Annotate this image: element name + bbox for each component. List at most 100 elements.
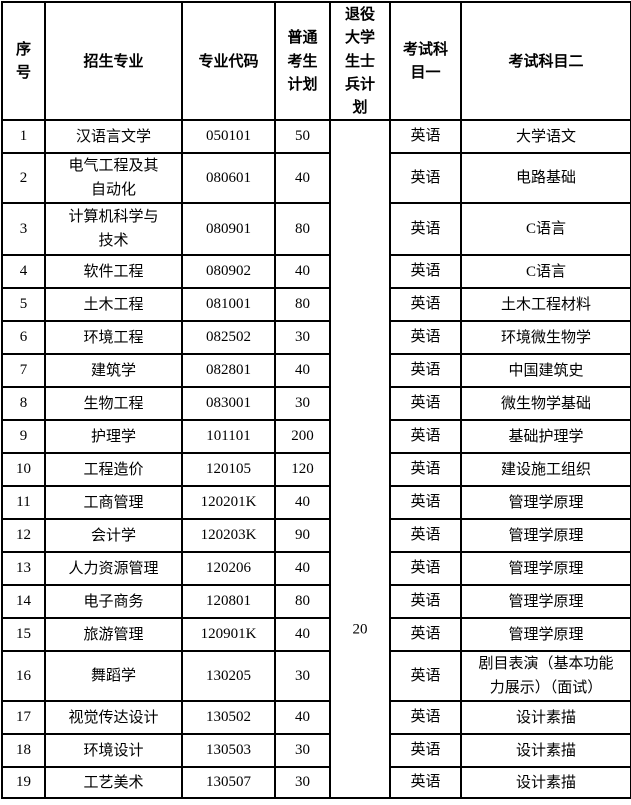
- serial-cell: 3: [1, 202, 46, 257]
- subject2-cell: 设计素描: [460, 733, 631, 769]
- major-cell: 视觉传达设计: [44, 700, 183, 736]
- subject1-cell: 英语: [389, 386, 462, 422]
- code-cell: 120901K: [181, 617, 276, 653]
- code-cell: 120203K: [181, 518, 276, 554]
- plan-cell: 40: [274, 551, 331, 587]
- subject2-cell: 建设施工组织: [460, 452, 631, 488]
- major-cell: 工程造价: [44, 452, 183, 488]
- plan-cell: 200: [274, 419, 331, 455]
- header-subject1: 考试科 目一: [389, 0, 462, 122]
- header-major: 招生专业: [44, 0, 183, 122]
- table-row: 5 土木工程 081001 80 英语 土木工程材料: [1, 287, 631, 323]
- serial-cell: 18: [1, 733, 46, 769]
- serial-cell: 8: [1, 386, 46, 422]
- header-code: 专业代码: [181, 0, 276, 122]
- code-cell: 130503: [181, 733, 276, 769]
- subject2-cell: 设计素描: [460, 766, 631, 800]
- table-row: 9 护理学 101101 200 英语 基础护理学: [1, 419, 631, 455]
- subject1-cell: 英语: [389, 700, 462, 736]
- plan-cell: 30: [274, 320, 331, 356]
- major-cell: 电气工程及其自动化: [44, 152, 183, 205]
- plan-cell: 30: [274, 733, 331, 769]
- subject1-cell: 英语: [389, 287, 462, 323]
- subject2-cell: 剧目表演（基本功能力展示）（面试）: [460, 650, 631, 703]
- table-header-row: 序 号 招生专业 专业代码 普通 考生 计划 退役 大学 生士 兵计 划 考试科…: [1, 0, 631, 122]
- veteran-plan-merged-cell: 20: [329, 119, 391, 800]
- table-row: 6 环境工程 082502 30 英语 环境微生物学: [1, 320, 631, 356]
- table-row: 2 电气工程及其自动化 080601 40 英语 电路基础: [1, 152, 631, 205]
- code-cell: 120206: [181, 551, 276, 587]
- serial-cell: 17: [1, 700, 46, 736]
- plan-cell: 40: [274, 353, 331, 389]
- major-cell: 舞蹈学: [44, 650, 183, 703]
- subject2-cell: C语言: [460, 202, 631, 257]
- subject2-cell: 管理学原理: [460, 551, 631, 587]
- table-row: 14 电子商务 120801 80 英语 管理学原理: [1, 584, 631, 620]
- major-cell: 计算机科学与技术: [44, 202, 183, 257]
- code-cell: 081001: [181, 287, 276, 323]
- subject1-cell: 英语: [389, 650, 462, 703]
- plan-cell: 50: [274, 119, 331, 155]
- header-plan: 普通 考生 计划: [274, 0, 331, 122]
- major-cell: 建筑学: [44, 353, 183, 389]
- table-row: 16 舞蹈学 130205 30 英语 剧目表演（基本功能力展示）（面试）: [1, 650, 631, 703]
- plan-cell: 120: [274, 452, 331, 488]
- table-row: 11 工商管理 120201K 40 英语 管理学原理: [1, 485, 631, 521]
- subject1-cell: 英语: [389, 254, 462, 290]
- major-cell: 电子商务: [44, 584, 183, 620]
- plan-cell: 40: [274, 617, 331, 653]
- subject1-cell: 英语: [389, 419, 462, 455]
- serial-cell: 7: [1, 353, 46, 389]
- veteran-plan-value: 20: [352, 621, 368, 638]
- plan-cell: 30: [274, 650, 331, 703]
- table-row: 3 计算机科学与技术 080901 80 英语 C语言: [1, 202, 631, 257]
- plan-cell: 40: [274, 152, 331, 205]
- plan-cell: 40: [274, 700, 331, 736]
- code-cell: 080601: [181, 152, 276, 205]
- header-subject2: 考试科目二: [460, 0, 631, 122]
- subject2-cell: 管理学原理: [460, 518, 631, 554]
- code-cell: 050101: [181, 119, 276, 155]
- serial-cell: 2: [1, 152, 46, 205]
- subject2-cell: 设计素描: [460, 700, 631, 736]
- major-cell: 会计学: [44, 518, 183, 554]
- serial-cell: 11: [1, 485, 46, 521]
- table-row: 13 人力资源管理 120206 40 英语 管理学原理: [1, 551, 631, 587]
- serial-cell: 5: [1, 287, 46, 323]
- subject2-cell: 管理学原理: [460, 485, 631, 521]
- major-cell: 护理学: [44, 419, 183, 455]
- major-cell: 人力资源管理: [44, 551, 183, 587]
- subject2-cell: 环境微生物学: [460, 320, 631, 356]
- subject1-cell: 英语: [389, 584, 462, 620]
- major-cell: 工艺美术: [44, 766, 183, 800]
- subject1-cell: 英语: [389, 119, 462, 155]
- subject2-cell: 管理学原理: [460, 584, 631, 620]
- header-serial: 序 号: [1, 0, 46, 122]
- serial-cell: 14: [1, 584, 46, 620]
- table-row: 10 工程造价 120105 120 英语 建设施工组织: [1, 452, 631, 488]
- serial-cell: 9: [1, 419, 46, 455]
- major-cell: 土木工程: [44, 287, 183, 323]
- subject2-cell: 微生物学基础: [460, 386, 631, 422]
- code-cell: 120801: [181, 584, 276, 620]
- code-cell: 130205: [181, 650, 276, 703]
- table-row: 12 会计学 120203K 90 英语 管理学原理: [1, 518, 631, 554]
- table-row: 15 旅游管理 120901K 40 英语 管理学原理: [1, 617, 631, 653]
- major-cell: 生物工程: [44, 386, 183, 422]
- table-row: 4 软件工程 080902 40 英语 C语言: [1, 254, 631, 290]
- serial-cell: 4: [1, 254, 46, 290]
- header-veteran-plan: 退役 大学 生士 兵计 划: [329, 0, 391, 122]
- table-row: 17 视觉传达设计 130502 40 英语 设计素描: [1, 700, 631, 736]
- code-cell: 082502: [181, 320, 276, 356]
- code-cell: 080901: [181, 202, 276, 257]
- plan-cell: 80: [274, 584, 331, 620]
- subject1-cell: 英语: [389, 518, 462, 554]
- subject1-cell: 英语: [389, 353, 462, 389]
- plan-cell: 40: [274, 254, 331, 290]
- code-cell: 101101: [181, 419, 276, 455]
- major-cell: 环境工程: [44, 320, 183, 356]
- serial-cell: 13: [1, 551, 46, 587]
- subject1-cell: 英语: [389, 551, 462, 587]
- plan-cell: 90: [274, 518, 331, 554]
